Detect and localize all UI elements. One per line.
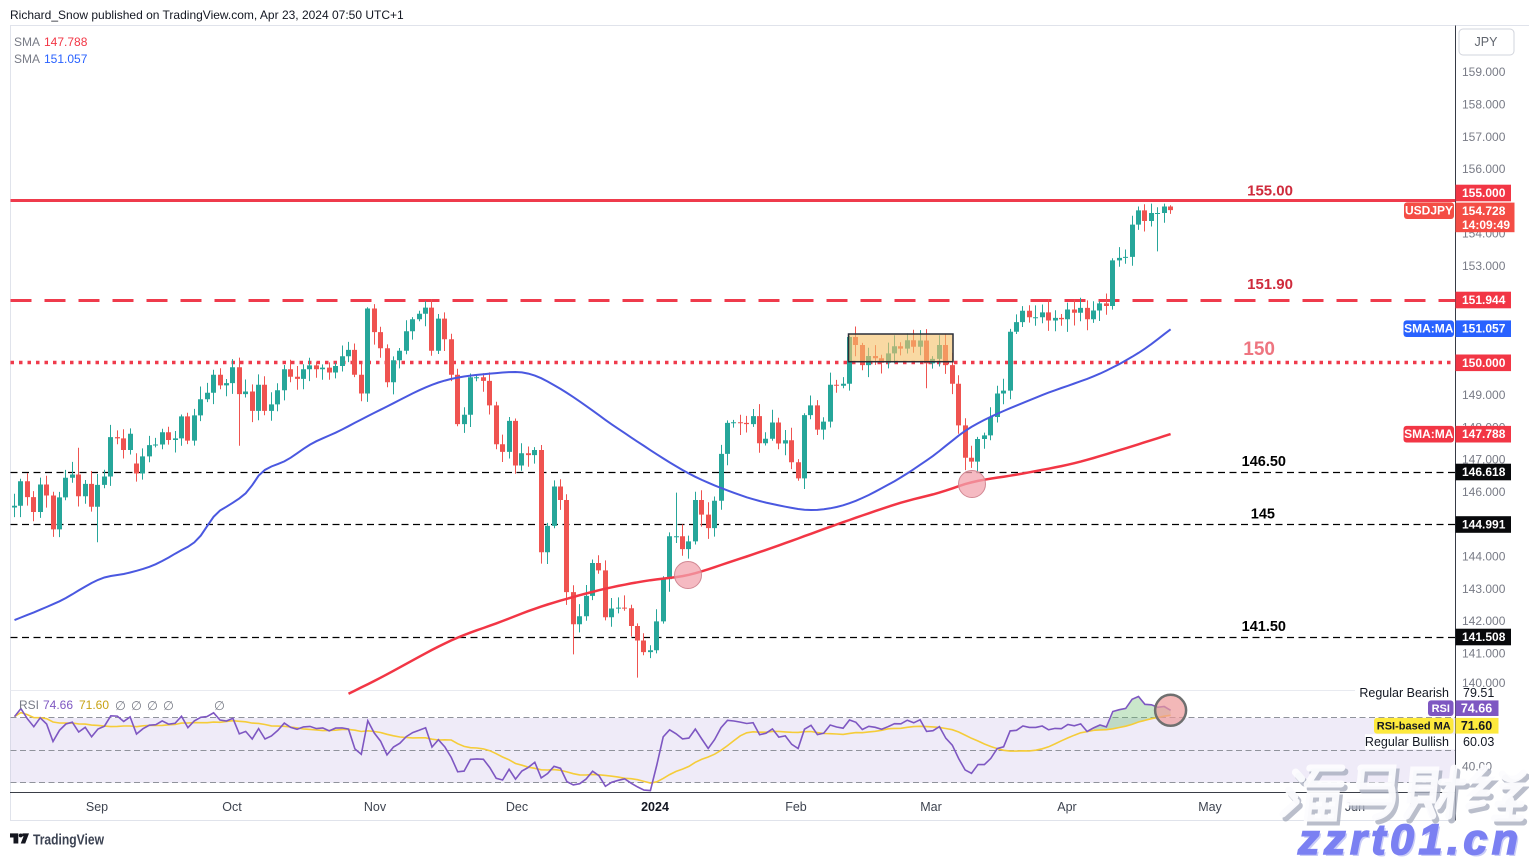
svg-text:149.000: 149.000 <box>1462 388 1506 402</box>
svg-text:SMA: SMA <box>14 35 40 49</box>
svg-text:151.944: 151.944 <box>1462 293 1506 307</box>
svg-text:SMA:MA: SMA:MA <box>1404 427 1454 441</box>
svg-text:147.788: 147.788 <box>1462 427 1506 441</box>
svg-text:151.90: 151.90 <box>1247 276 1293 293</box>
svg-text:156.000: 156.000 <box>1462 162 1506 176</box>
svg-text:∅: ∅ <box>214 699 225 713</box>
svg-text:JPY: JPY <box>1475 35 1499 49</box>
svg-text:Regular Bearish: Regular Bearish <box>1359 686 1449 700</box>
svg-text:zzrt01.cn: zzrt01.cn <box>1299 818 1525 857</box>
svg-text:Sep: Sep <box>86 800 108 814</box>
svg-text:145: 145 <box>1251 507 1275 523</box>
svg-text:71.60: 71.60 <box>79 698 109 712</box>
svg-text:2024: 2024 <box>641 800 669 814</box>
svg-text:71.60: 71.60 <box>1461 719 1492 733</box>
svg-text:151.057: 151.057 <box>1462 322 1506 336</box>
svg-text:150: 150 <box>1243 339 1275 360</box>
svg-text:Oct: Oct <box>222 800 242 814</box>
svg-text:144.000: 144.000 <box>1462 550 1506 564</box>
svg-text:140.000: 140.000 <box>1462 676 1506 690</box>
svg-text:141.50: 141.50 <box>1242 619 1286 635</box>
svg-text:Nov: Nov <box>364 800 387 814</box>
svg-text:Mar: Mar <box>920 800 942 814</box>
svg-text:144.991: 144.991 <box>1462 518 1506 532</box>
svg-text:146.000: 146.000 <box>1462 485 1506 499</box>
svg-text:141.508: 141.508 <box>1462 630 1506 644</box>
svg-text:zzrt01.cn: zzrt01.cn <box>1297 816 1523 857</box>
svg-text:146.50: 146.50 <box>1242 454 1286 470</box>
svg-text:RSI: RSI <box>1432 703 1450 715</box>
svg-text:Dec: Dec <box>506 800 528 814</box>
svg-text:∅: ∅ <box>147 699 158 713</box>
svg-text:158.000: 158.000 <box>1462 97 1506 111</box>
svg-text:RSI-based MA: RSI-based MA <box>1377 721 1451 733</box>
svg-text:147.788: 147.788 <box>44 35 88 49</box>
svg-text:142.000: 142.000 <box>1462 614 1506 628</box>
svg-text:Richard_Snow published on Trad: Richard_Snow published on TradingView.co… <box>10 8 404 22</box>
svg-text:May: May <box>1198 800 1222 814</box>
svg-text:154.728: 154.728 <box>1462 204 1506 218</box>
svg-text:RSI: RSI <box>19 698 39 712</box>
svg-text:146.618: 146.618 <box>1462 465 1506 479</box>
svg-text:74.66: 74.66 <box>1461 702 1492 716</box>
svg-text:TradingView: TradingView <box>33 832 104 849</box>
svg-text:74.66: 74.66 <box>43 698 73 712</box>
svg-text:159.000: 159.000 <box>1462 65 1506 79</box>
svg-text:141.000: 141.000 <box>1462 646 1506 660</box>
svg-text:151.057: 151.057 <box>44 52 88 66</box>
svg-text:Feb: Feb <box>785 800 807 814</box>
svg-text:155.00: 155.00 <box>1247 182 1293 199</box>
svg-text:Apr: Apr <box>1057 800 1076 814</box>
svg-text:153.000: 153.000 <box>1462 259 1506 273</box>
svg-text:147.000: 147.000 <box>1462 453 1506 467</box>
svg-text:Regular Bullish: Regular Bullish <box>1365 735 1449 749</box>
svg-text:∅: ∅ <box>115 699 126 713</box>
svg-text:SMA: SMA <box>14 52 40 66</box>
svg-text:∅: ∅ <box>163 699 174 713</box>
svg-text:60.03: 60.03 <box>1463 735 1494 749</box>
svg-text:14:09:49: 14:09:49 <box>1462 218 1510 232</box>
svg-text:SMA:MA: SMA:MA <box>1404 321 1454 335</box>
svg-text:143.000: 143.000 <box>1462 582 1506 596</box>
svg-text:USDJPY: USDJPY <box>1405 204 1453 218</box>
svg-text:150.000: 150.000 <box>1462 356 1506 370</box>
svg-text:155.000: 155.000 <box>1462 186 1506 200</box>
svg-text:∅: ∅ <box>131 699 142 713</box>
svg-text:79.51: 79.51 <box>1463 686 1494 700</box>
svg-text:157.000: 157.000 <box>1462 130 1506 144</box>
